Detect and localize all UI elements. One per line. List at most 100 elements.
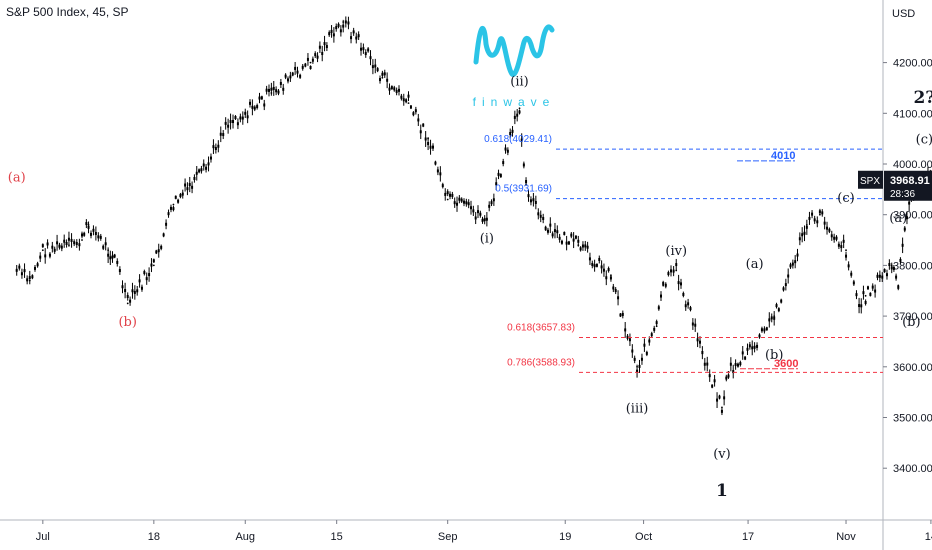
- candle-body: [453, 201, 456, 205]
- candle-body: [803, 231, 806, 235]
- candle-body: [456, 202, 459, 206]
- candle-body: [202, 163, 205, 167]
- candle-body: [488, 204, 491, 208]
- candle-body: [588, 257, 591, 261]
- candle-body: [560, 240, 563, 244]
- candle-body: [143, 271, 146, 275]
- candle-body: [595, 263, 598, 267]
- candle-body: [720, 409, 723, 413]
- candle-body: [835, 236, 838, 240]
- candle-body: [379, 78, 382, 82]
- candle-body: [847, 264, 850, 268]
- series-point: [845, 249, 847, 252]
- candle-body: [169, 206, 172, 210]
- candle-body: [577, 239, 580, 243]
- candle-body: [116, 260, 119, 264]
- candle-body: [431, 145, 434, 149]
- candle-body: [424, 137, 427, 141]
- candle-body: [78, 243, 81, 247]
- candle-body: [660, 294, 663, 298]
- series-point: [28, 279, 31, 282]
- candle-body: [104, 242, 107, 246]
- candle-body: [794, 260, 797, 264]
- candle-body: [335, 26, 338, 30]
- candle-body: [458, 197, 461, 201]
- candle-body: [323, 42, 326, 46]
- candle-body: [344, 20, 347, 24]
- candle-body: [451, 193, 454, 197]
- candle-body: [405, 99, 408, 103]
- candle-body: [265, 88, 268, 92]
- series-point: [68, 244, 70, 247]
- candle-body: [631, 349, 634, 353]
- series-point: [270, 92, 273, 94]
- candle-body: [63, 239, 66, 243]
- series-point: [544, 229, 547, 231]
- candle-body: [556, 230, 559, 234]
- candle-body: [148, 273, 151, 277]
- candle-body: [871, 285, 874, 289]
- candle-body: [511, 129, 514, 133]
- candle-body: [780, 299, 783, 303]
- candle-body: [268, 88, 271, 92]
- candle-body: [282, 87, 285, 91]
- candle-body: [513, 115, 516, 119]
- candle-body: [677, 281, 680, 285]
- candle-body: [160, 245, 163, 249]
- candle-body: [657, 306, 660, 310]
- candle-body: [708, 374, 711, 378]
- candle-body: [558, 236, 561, 240]
- series-point: [381, 76, 384, 79]
- candle-body: [537, 212, 540, 216]
- candle-body: [765, 327, 768, 331]
- series-point: [427, 137, 429, 140]
- candle-body: [553, 229, 556, 233]
- candle-body: [330, 29, 333, 33]
- candle-body: [628, 338, 631, 342]
- candle-body: [390, 86, 393, 90]
- candle-body: [650, 333, 653, 337]
- candle-body: [165, 222, 168, 226]
- candle-body: [718, 395, 721, 399]
- candle-body: [706, 362, 709, 366]
- candle-body: [756, 344, 759, 348]
- candle-body: [869, 292, 872, 296]
- y-tick-label: 4100.00: [893, 108, 932, 120]
- candle-body: [179, 194, 182, 198]
- candle-body: [152, 259, 155, 263]
- candle-body: [901, 243, 904, 247]
- series-point: [675, 269, 678, 272]
- wave-label: (c): [837, 191, 854, 206]
- candle-body: [188, 183, 191, 187]
- series-point: [224, 122, 227, 125]
- candle-body: [138, 279, 141, 283]
- series-point: [113, 254, 116, 257]
- candle-body: [369, 56, 372, 60]
- candle-body: [167, 212, 170, 216]
- candle-body: [876, 274, 879, 278]
- candle-body: [364, 52, 367, 56]
- wave-label: (b): [118, 315, 136, 330]
- currency-label: USD: [892, 8, 916, 20]
- series-point: [126, 302, 129, 305]
- candle-body: [607, 268, 610, 272]
- candle-body: [309, 66, 312, 70]
- candle-body: [784, 283, 787, 287]
- candle-body: [481, 218, 484, 222]
- candle-body: [527, 194, 530, 198]
- candle-body: [422, 123, 425, 127]
- candle-body: [222, 133, 225, 137]
- candle-body: [83, 232, 86, 236]
- candle-body: [701, 351, 704, 355]
- candle-body: [736, 363, 739, 367]
- series-point: [485, 218, 488, 221]
- candle-body: [272, 86, 275, 90]
- candle-body: [31, 275, 34, 279]
- candle-body: [826, 226, 829, 230]
- candle-body: [441, 184, 444, 188]
- candle-body: [617, 296, 620, 300]
- candle-body: [506, 149, 509, 153]
- candle-body: [574, 235, 577, 239]
- candle-body: [99, 235, 102, 239]
- candle-body: [463, 200, 466, 204]
